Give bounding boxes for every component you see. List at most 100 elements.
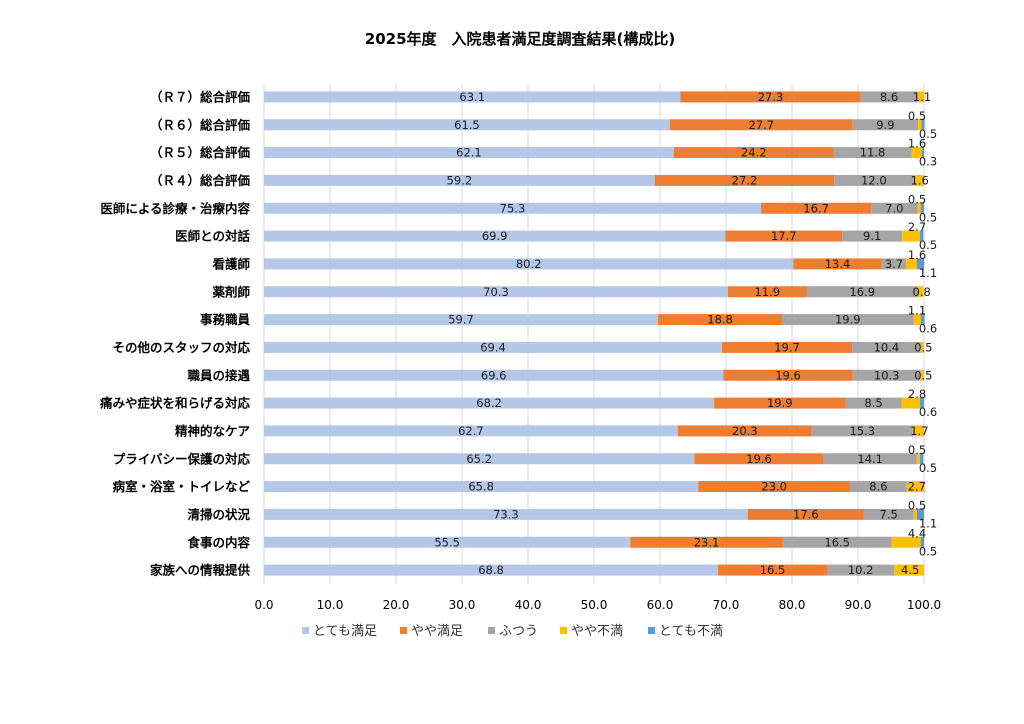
data-label: 80.2 — [516, 257, 542, 271]
data-label: 14.1 — [857, 452, 883, 466]
bar-segment — [722, 341, 853, 353]
bar-segment — [264, 397, 715, 409]
x-tick-label: 70.0 — [713, 598, 740, 612]
data-label: 7.0 — [885, 201, 903, 215]
x-tick-label: 0.0 — [254, 598, 273, 612]
data-label: 23.0 — [761, 480, 787, 494]
bar-segment — [881, 258, 907, 270]
data-label: 19.6 — [746, 452, 772, 466]
data-label: 68.2 — [476, 396, 502, 410]
data-label: 68.8 — [478, 563, 504, 577]
bar-segment — [264, 119, 670, 131]
category-label: 精神的なケア — [175, 423, 250, 438]
bars — [264, 91, 925, 576]
data-label: 27.2 — [732, 173, 758, 187]
bar-segment — [901, 397, 921, 409]
data-labels: 63.1 27.3 8.6 1.1 61.5 27.7 9.9 0.5 0.5 62.1 24.2 1… — [434, 90, 937, 577]
bar-segment — [852, 119, 919, 131]
bar-segment — [264, 286, 728, 298]
data-label: 8.6 — [869, 480, 887, 494]
data-label: 62.7 — [458, 424, 484, 438]
bar-segment — [264, 369, 724, 381]
legend-label: やや不満 — [571, 624, 623, 639]
category-label: 病室・浴室・トイレなど — [112, 479, 250, 494]
data-label: 0.5 — [914, 340, 932, 354]
bar-segment — [871, 202, 918, 214]
data-label: 3.7 — [885, 257, 903, 271]
data-label: 7.5 — [880, 507, 898, 521]
bar-segment — [920, 202, 924, 214]
bar-segment — [811, 425, 913, 437]
bar-segment — [723, 369, 853, 381]
legend-swatch — [302, 627, 309, 634]
legend-swatch — [648, 627, 655, 634]
bar-segment — [920, 536, 924, 548]
data-label: 0.5 — [908, 443, 926, 457]
data-label: 9.1 — [863, 229, 881, 243]
data-label: 16.9 — [849, 285, 875, 299]
data-label: 0.5 — [919, 544, 937, 558]
data-label: 0.5 — [914, 368, 932, 382]
data-label: 19.6 — [775, 368, 801, 382]
bar-segment — [782, 314, 914, 326]
bar-segment — [852, 341, 921, 353]
data-label: 62.1 — [456, 146, 482, 160]
category-labels: （Ｒ７）総合評価 （Ｒ６）総合評価 （Ｒ５）総合評価 （Ｒ４）総合評価医師による診療・… — [99, 89, 251, 577]
legend-label: やや満足 — [411, 624, 463, 639]
bar-segment — [727, 286, 807, 298]
bar-segment — [680, 91, 861, 103]
bar-segment — [747, 508, 864, 520]
data-label: 69.6 — [481, 368, 507, 382]
bar-segment — [826, 564, 895, 576]
data-label: 17.6 — [793, 507, 819, 521]
bar-segment — [863, 508, 914, 520]
bar-segment — [673, 147, 834, 159]
data-label: 23.1 — [694, 535, 720, 549]
data-label: 20.3 — [732, 424, 758, 438]
data-label: 15.3 — [849, 424, 875, 438]
bar-segment — [264, 147, 674, 159]
bar-segment — [860, 91, 918, 103]
legend-label: とても満足 — [313, 624, 377, 639]
bar-segment — [658, 314, 783, 326]
data-label: 24.2 — [741, 146, 767, 160]
bar-segment — [264, 230, 726, 242]
data-label: 0.5 — [908, 109, 926, 123]
bar-segment — [917, 202, 921, 214]
data-label: 70.3 — [483, 285, 509, 299]
bar-segment — [906, 481, 925, 493]
bar-segment — [264, 425, 678, 437]
data-label: 0.5 — [919, 127, 937, 141]
legend: とても満足 やや満足 ふつう やや不満 とても不満 — [302, 624, 723, 639]
x-tick-label: 30.0 — [449, 598, 476, 612]
bar-segment — [725, 230, 843, 242]
legend-swatch — [488, 627, 495, 634]
data-label: 19.9 — [767, 396, 793, 410]
data-label: 19.7 — [774, 340, 800, 354]
bar-segment — [264, 91, 681, 103]
bar-segment — [913, 508, 917, 520]
category-label: 痛みや症状を和らげる対応 — [99, 396, 251, 411]
data-label: 73.3 — [493, 507, 519, 521]
data-label: 2.7 — [908, 480, 926, 494]
bar-segment — [669, 119, 853, 131]
data-label: 2.7 — [908, 220, 926, 234]
data-label: 0.3 — [919, 155, 937, 169]
data-label: 12.0 — [861, 173, 887, 187]
bar-segment — [654, 174, 835, 186]
bar-segment — [677, 425, 812, 437]
bar-segment — [264, 564, 719, 576]
legend-swatch — [400, 627, 407, 634]
bar-segment — [264, 536, 631, 548]
x-tick-label: 10.0 — [317, 598, 344, 612]
data-label: 0.5 — [908, 498, 926, 512]
bar-segment — [912, 425, 924, 437]
bar-segment — [264, 258, 794, 270]
data-label: 10.4 — [874, 340, 900, 354]
chart-title: 2025年度 入院患者満足度調査結果(構成比) — [365, 30, 675, 48]
bar-segment — [920, 453, 924, 465]
data-label: 1.1 — [908, 304, 926, 318]
bar-segment — [922, 147, 924, 159]
data-label: 0.6 — [919, 322, 937, 336]
bar-segment — [694, 453, 824, 465]
